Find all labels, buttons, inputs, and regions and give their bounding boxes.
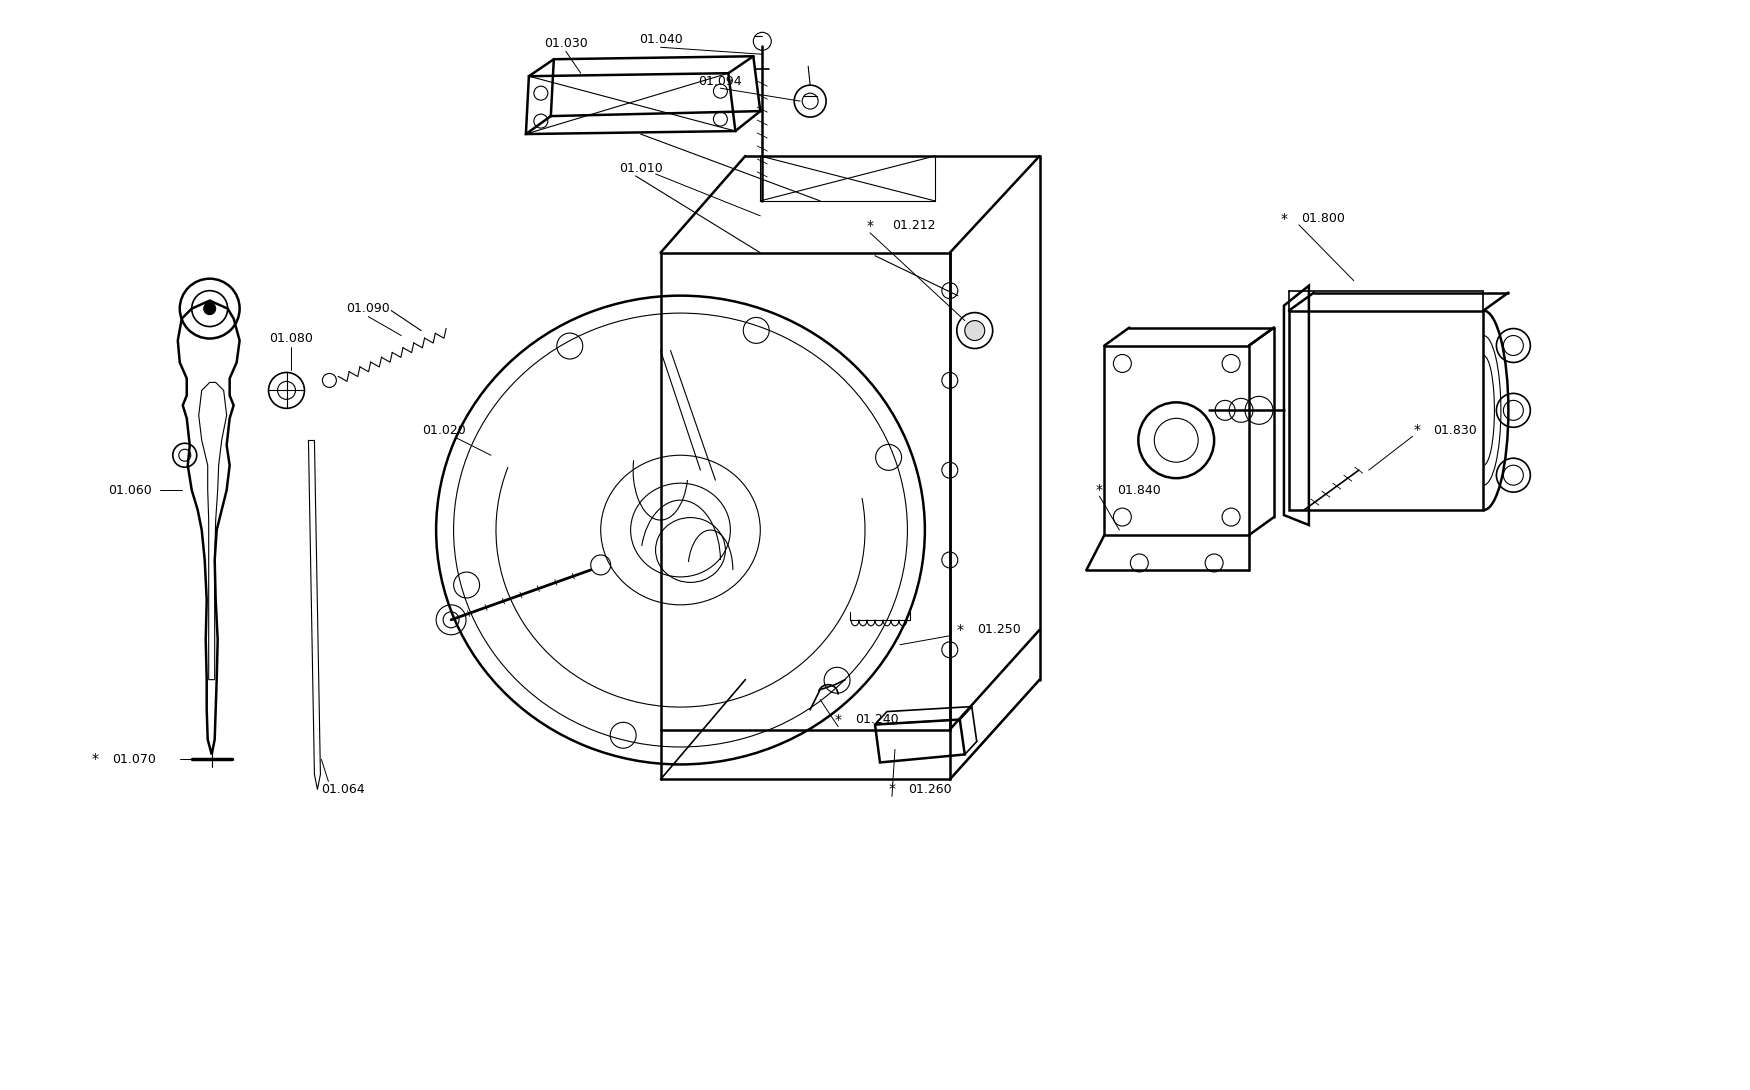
Text: 01.060: 01.060 [108, 484, 152, 497]
Text: *: * [1281, 211, 1288, 226]
Text: *: * [889, 783, 896, 797]
Text: 01.020: 01.020 [422, 424, 466, 437]
Text: 01.010: 01.010 [620, 162, 663, 175]
Text: 01.030: 01.030 [544, 37, 588, 50]
Text: *: * [956, 622, 963, 637]
Text: 01.080: 01.080 [270, 332, 313, 346]
Text: 01.250: 01.250 [977, 623, 1020, 637]
Text: *: * [1412, 423, 1419, 437]
Text: 01.240: 01.240 [856, 713, 900, 726]
Circle shape [964, 320, 985, 340]
Circle shape [203, 303, 215, 315]
Text: *: * [835, 713, 842, 727]
Text: 01.840: 01.840 [1118, 484, 1162, 497]
Text: 01.212: 01.212 [892, 219, 936, 232]
Text: 01.830: 01.830 [1433, 424, 1477, 437]
Text: *: * [1096, 483, 1102, 497]
Text: 01.070: 01.070 [112, 753, 156, 766]
Text: 01.064: 01.064 [322, 783, 366, 796]
Text: 01.260: 01.260 [908, 783, 952, 796]
Text: 01.094: 01.094 [698, 75, 742, 87]
Text: *: * [91, 752, 98, 766]
Text: 01.800: 01.800 [1300, 213, 1344, 226]
Text: *: * [866, 219, 873, 233]
Text: 01.090: 01.090 [346, 302, 390, 315]
Text: 01.040: 01.040 [639, 33, 682, 46]
